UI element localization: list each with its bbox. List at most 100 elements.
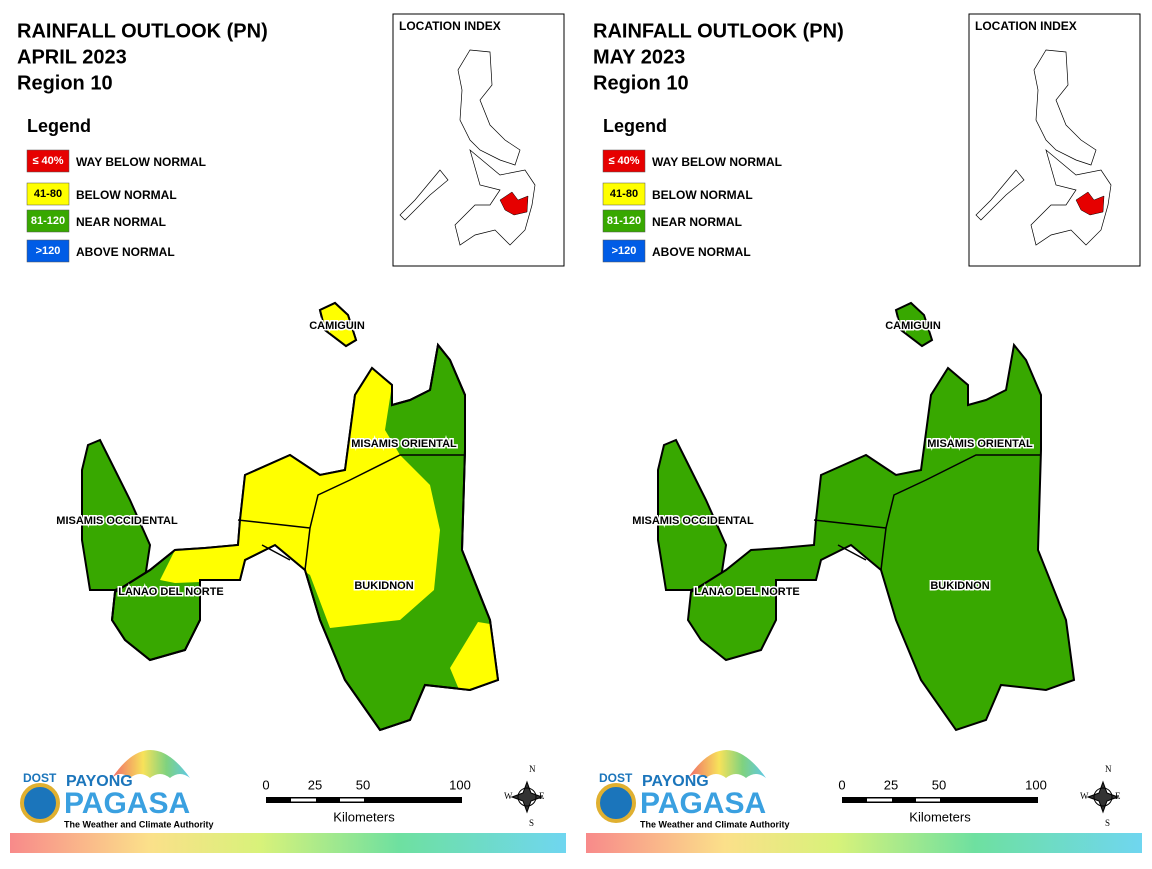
legend-swatch-label: ≤ 40%: [608, 155, 639, 167]
color-strip: [586, 833, 1142, 853]
compass-label: E: [1115, 791, 1121, 801]
legend-swatch: [602, 149, 646, 173]
legend-swatch: [26, 209, 70, 233]
legend-label: WAY BELOW NORMAL: [76, 155, 206, 169]
legend-swatch: [602, 239, 646, 263]
province-area: [686, 342, 1076, 732]
scale-unit: Kilometers: [909, 809, 971, 824]
compass-label: S: [1105, 818, 1110, 828]
legend-swatch-label: ≤ 40%: [32, 155, 63, 167]
logo-seal: [596, 783, 636, 823]
legend-swatch-label: 81-120: [31, 215, 65, 227]
legend-swatch-label: 41-80: [34, 188, 62, 200]
logo-line1: PAYONG: [642, 773, 709, 790]
logo-tagline: The Weather and Climate Authority: [64, 819, 214, 829]
legend-label: NEAR NORMAL: [652, 215, 742, 229]
zone: [318, 301, 358, 348]
legend-label: NEAR NORMAL: [76, 215, 166, 229]
map: CAMIGUIN MISAMIS ORIENTAL MISAMIS OCCIDENT…: [55, 301, 500, 732]
panel: RAINFALL OUTLOOK (PN) MAY 2023 Region 10 Le…: [586, 13, 1142, 853]
province-boundary: [237, 454, 465, 571]
logo-umbrella: [688, 750, 766, 778]
legend-swatch-label: >120: [36, 245, 61, 257]
scale-bar-segment: [916, 798, 940, 802]
title-line: APRIL 2023: [17, 46, 127, 68]
legend-label: BELOW NORMAL: [76, 188, 177, 202]
scale-label: 0: [262, 777, 269, 792]
scale-label: 100: [449, 777, 471, 792]
logo-agency: DOST: [599, 771, 633, 785]
title-line: RAINFALL OUTLOOK (PN): [17, 20, 268, 42]
legend-label: BELOW NORMAL: [652, 188, 753, 202]
legend-swatch: [26, 149, 70, 173]
province-label: CAMIGUIN: [885, 320, 941, 332]
legend-swatch-label: 41-80: [610, 188, 638, 200]
below-normal-zone: [160, 368, 498, 692]
logo-agency: DOST: [23, 771, 57, 785]
map: CAMIGUIN MISAMIS ORIENTAL MISAMIS OCCIDENT…: [631, 301, 1076, 732]
legend-swatch: [602, 182, 646, 206]
title-line: MAY 2023: [593, 46, 685, 68]
region-highlight: [1075, 191, 1105, 216]
scale-unit: Kilometers: [333, 809, 395, 824]
outline: [110, 342, 500, 732]
logo-seal: [20, 783, 60, 823]
compass-rose: [1086, 780, 1120, 814]
philippines-outline: [975, 49, 1112, 246]
province-boundary: [813, 454, 1041, 571]
legend-label: ABOVE NORMAL: [652, 245, 751, 259]
color-strip: [10, 833, 566, 853]
logo-umbrella: [112, 750, 190, 778]
legend-label: WAY BELOW NORMAL: [652, 155, 782, 169]
compass-label: S: [529, 818, 534, 828]
logo-line2: PAGASA: [640, 787, 766, 820]
logo-line1: PAYONG: [66, 773, 133, 790]
location-index-title: LOCATION INDEX: [399, 19, 501, 33]
compass-label: W: [504, 791, 513, 801]
scale-bar-segment: [291, 798, 316, 802]
province-label: BUKIDNON: [354, 580, 413, 592]
region-highlight: [499, 191, 529, 216]
scale-bar-segment: [867, 798, 892, 802]
title-line: Region 10: [17, 72, 113, 94]
legend-label: ABOVE NORMAL: [76, 245, 175, 259]
scale-label: 50: [932, 777, 946, 792]
location-index-title: LOCATION INDEX: [975, 19, 1077, 33]
province-label: BUKIDNON: [930, 580, 989, 592]
compass-ring: [1093, 787, 1113, 807]
compass-label: E: [539, 791, 545, 801]
province-label: MISAMIS OCCIDENTAL: [632, 515, 754, 527]
legend-swatch-label: 81-120: [607, 215, 641, 227]
province-label: CAMIGUIN: [309, 320, 365, 332]
province-label: MISAMIS ORIENTAL: [351, 438, 457, 450]
legend-swatch: [26, 182, 70, 206]
province-label: MISAMIS OCCIDENTAL: [56, 515, 178, 527]
compass-label: W: [1080, 791, 1089, 801]
title-line: RAINFALL OUTLOOK (PN): [593, 20, 844, 42]
title-line: Region 10: [593, 72, 689, 94]
scale-label: 50: [356, 777, 370, 792]
compass-rose: [510, 780, 544, 814]
compass-label: N: [529, 764, 536, 774]
zone: [450, 622, 498, 692]
legend-title: Legend: [27, 116, 91, 136]
province-label: LANAO DEL NORTE: [694, 586, 800, 598]
legend-swatch: [26, 239, 70, 263]
province-label: MISAMIS ORIENTAL: [927, 438, 1033, 450]
compass-label: N: [1105, 764, 1112, 774]
scale-label: 100: [1025, 777, 1047, 792]
scale-label: 25: [884, 777, 898, 792]
legend-swatch-label: >120: [612, 245, 637, 257]
scale-bar-segment: [340, 798, 364, 802]
panel: RAINFALL OUTLOOK (PN) APRIL 2023 Region 10…: [10, 13, 566, 853]
compass-ring: [517, 787, 537, 807]
logo-tagline: The Weather and Climate Authority: [640, 819, 790, 829]
province-area: [894, 301, 934, 348]
logo-line2: PAGASA: [64, 787, 190, 820]
legend-swatch: [602, 209, 646, 233]
zone: [160, 368, 440, 628]
scale-label: 0: [838, 777, 845, 792]
legend-title: Legend: [603, 116, 667, 136]
scale-label: 25: [308, 777, 322, 792]
